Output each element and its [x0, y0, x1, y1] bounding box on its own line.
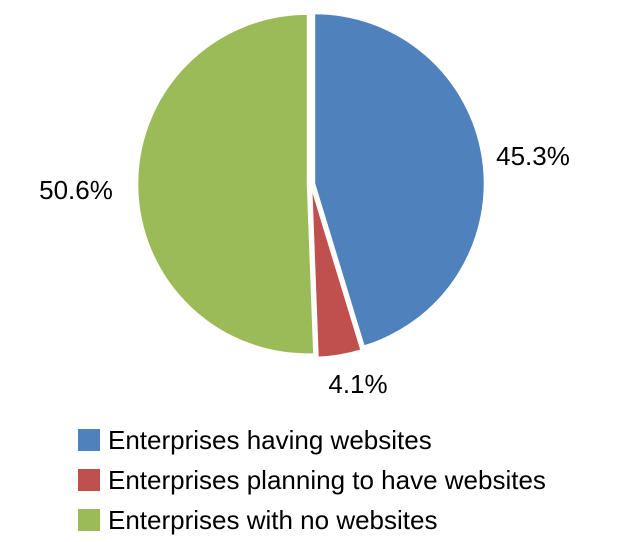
- pie-data-label: 4.1%: [328, 369, 387, 399]
- pie-slice: [136, 13, 315, 355]
- pie-slice: [313, 12, 486, 348]
- legend-label: Enterprises having websites: [108, 424, 432, 455]
- pie-slice: [310, 187, 362, 359]
- legend-label: Enterprises planning to have websites: [108, 464, 546, 495]
- pie-data-label: 45.3%: [496, 141, 570, 171]
- pie-data-labels: 45.3% 4.1% 50.6%: [39, 141, 570, 399]
- legend-swatch: [78, 429, 100, 451]
- legend-swatch: [78, 509, 100, 531]
- pie-data-label: 50.6%: [39, 175, 113, 205]
- legend-label: Enterprises with no websites: [108, 504, 438, 535]
- legend-item-no-websites: Enterprises with no websites: [78, 500, 546, 540]
- pie-chart: 45.3% 4.1% 50.6%: [39, 12, 570, 399]
- legend-swatch: [78, 469, 100, 491]
- legend-item-having-websites: Enterprises having websites: [78, 420, 546, 460]
- pie-slices: [136, 12, 486, 359]
- legend-item-planning-websites: Enterprises planning to have websites: [78, 460, 546, 500]
- chart-legend: Enterprises having websites Enterprises …: [78, 420, 546, 540]
